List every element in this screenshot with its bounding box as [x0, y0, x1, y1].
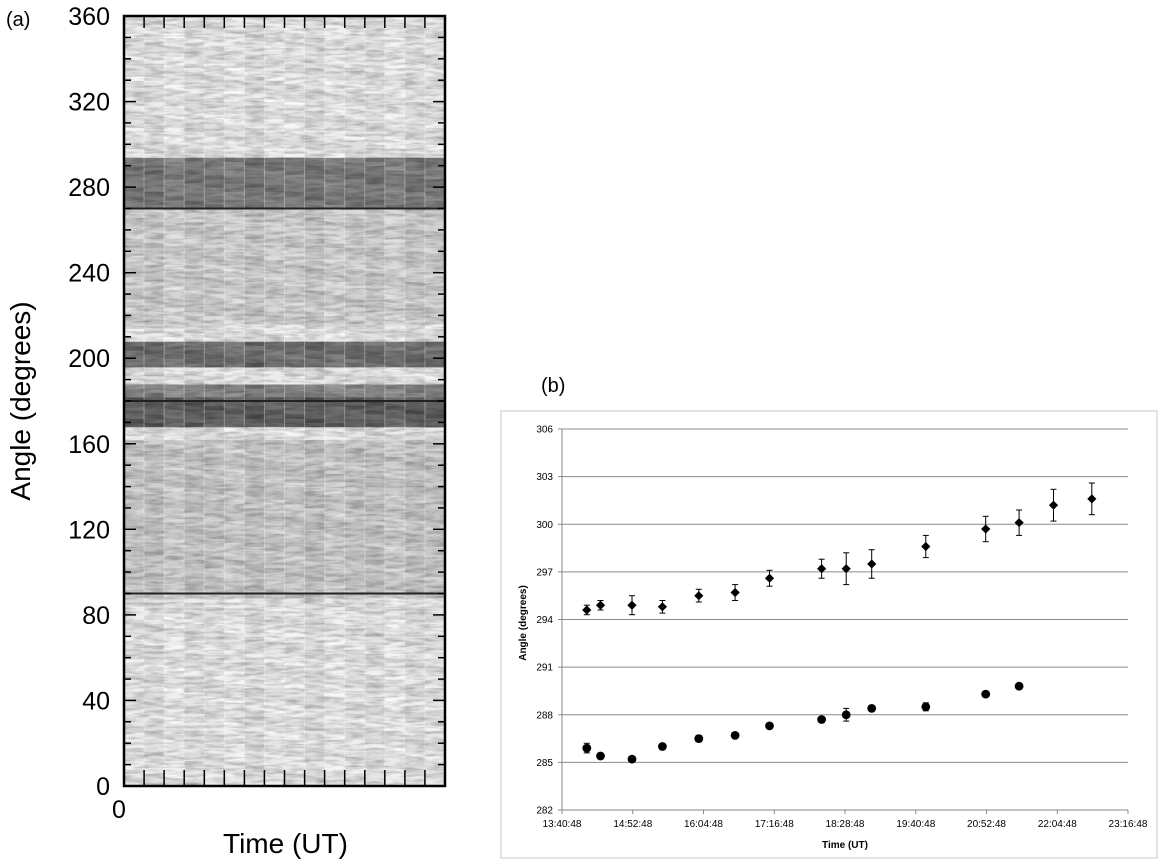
- scatter-x-tick-label: 16:04:48: [684, 819, 723, 830]
- scatter-x-tick-label: 20:52:48: [967, 819, 1006, 830]
- scatter-x-tick-label: 23:16:48: [1109, 819, 1148, 830]
- scatter-x-tick-label: 13:40:48: [543, 819, 582, 830]
- data-point-circle: [841, 710, 851, 720]
- scatter-y-tick-label: 288: [536, 710, 553, 721]
- data-point-circle: [694, 734, 704, 743]
- heatmap-y-tick-labels: 0 40 80 120 160 200 240 280 320 360: [68, 3, 110, 801]
- data-point-circle: [867, 704, 877, 713]
- heatmap-y-tick-label: 160: [68, 431, 110, 459]
- data-point-diamond: [841, 564, 851, 574]
- scatter-y-tick-label: 303: [536, 472, 553, 483]
- heatmap-y-tick-label: 120: [68, 516, 110, 544]
- data-point-diamond: [981, 524, 991, 534]
- data-point-circle: [1014, 681, 1024, 691]
- scatter-axes: [558, 428, 1129, 814]
- scatter-y-tick-label: 285: [536, 758, 553, 769]
- heatmap-y-tick-label: 360: [68, 3, 110, 31]
- scatter-x-tick-label: 14:52:48: [613, 819, 652, 830]
- data-point-circle: [658, 742, 667, 751]
- heatmap-ticks: [123, 15, 446, 787]
- panel-a-label: (a): [6, 9, 30, 31]
- heatmap-y-tick-label: 240: [68, 260, 110, 288]
- scatter-x-tick-labels: 13:40:48 14:52:48 16:04:48 17:16:48 18:28:48…: [543, 819, 1148, 830]
- scatter-y-tick-label: 306: [536, 425, 553, 436]
- panel-b-label: (b): [541, 375, 565, 397]
- heatmap-x-axis-label: Time (UT): [223, 828, 348, 859]
- scatter-y-tick-label: 300: [536, 520, 553, 531]
- data-point-diamond: [764, 573, 775, 583]
- panel-a: (a) 0 40 80 120 160 200 240 280 320 360 0 Time (U…: [5, 3, 447, 859]
- data-point-circle: [730, 731, 740, 740]
- data-point-circle: [627, 754, 637, 764]
- scatter-y-tick-label: 282: [536, 806, 553, 817]
- scatter-y-tick-label: 291: [536, 663, 553, 674]
- data-point-diamond: [1048, 500, 1059, 510]
- data-point-diamond: [657, 602, 668, 612]
- data-point-circle: [765, 721, 774, 731]
- data-point-diamond: [582, 605, 592, 615]
- data-point-diamond: [817, 564, 827, 574]
- scatter-gridlines: [562, 428, 1128, 763]
- series-circle: [582, 681, 1024, 764]
- scatter-y-tick-labels: 282 285 288 291 294 297 300 303 306: [536, 425, 553, 817]
- heatmap-y-tick-label: 320: [68, 89, 110, 117]
- panel-b: (b) 282 285 288 291 294 297 300 303 306 13:40:48…: [500, 375, 1158, 859]
- data-point-diamond: [1087, 494, 1097, 504]
- data-point-diamond: [627, 600, 637, 610]
- data-point-circle: [981, 689, 991, 699]
- series-diamond: [582, 482, 1097, 616]
- chart-border: [500, 410, 1158, 859]
- data-point-diamond: [1014, 518, 1024, 528]
- data-point-diamond: [730, 587, 740, 598]
- data-point-diamond: [595, 600, 606, 610]
- scatter-y-tick-label: 294: [536, 615, 553, 626]
- scatter-x-tick-label: 17:16:48: [755, 819, 794, 830]
- scatter-y-tick-label: 297: [536, 567, 553, 578]
- heatmap-y-tick-label: 40: [82, 687, 110, 715]
- scatter-y-axis-label: Angle (degrees): [518, 585, 529, 661]
- data-point-diamond: [694, 591, 704, 601]
- scatter-x-tick-label: 18:28:48: [826, 819, 865, 830]
- heatmap-y-tick-label: 80: [82, 602, 110, 630]
- heatmap-y-axis-label: Angle (degrees): [5, 301, 36, 500]
- scatter-series: [582, 482, 1097, 764]
- heatmap-y-tick-label: 200: [68, 345, 110, 373]
- heatmap-y-tick-label: 0: [96, 773, 110, 801]
- data-point-diamond: [921, 541, 931, 552]
- data-point-circle: [596, 751, 605, 761]
- data-point-diamond: [867, 559, 877, 569]
- data-point-circle: [921, 702, 931, 712]
- data-point-circle: [582, 743, 592, 753]
- scatter-x-axis-label: Time (UT): [822, 840, 868, 851]
- data-point-circle: [817, 715, 826, 724]
- reference-lines: [124, 207, 445, 595]
- heatmap-y-tick-label: 280: [68, 174, 110, 202]
- heatmap-x-tick-0: 0: [112, 796, 126, 824]
- scatter-x-tick-label: 22:04:48: [1038, 819, 1077, 830]
- scatter-x-tick-label: 19:40:48: [896, 819, 935, 830]
